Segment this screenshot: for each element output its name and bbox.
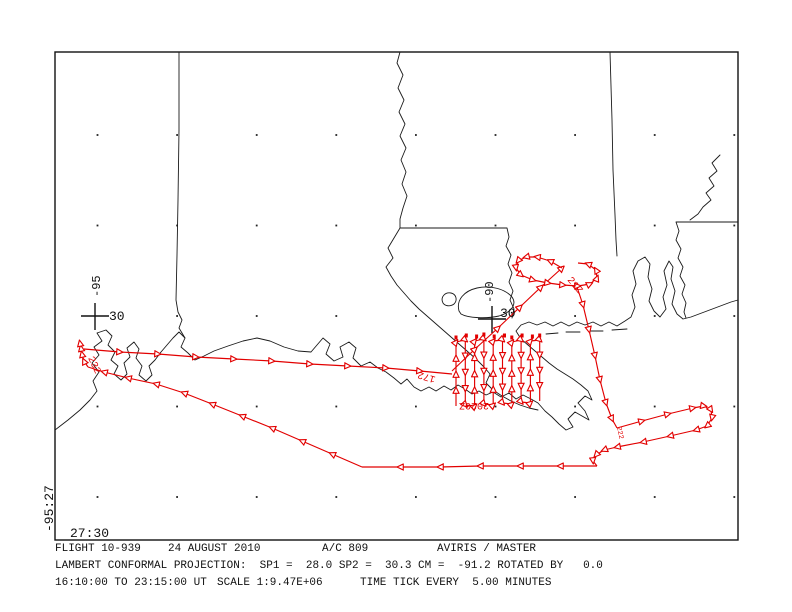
time-range: 16:10:00 TO 23:15:00 UT: [55, 577, 207, 589]
track-racetrack-pattern: [593, 406, 712, 467]
corner-latitude-label: 27:30: [70, 526, 109, 541]
lon-minus95-label: -95: [90, 275, 104, 297]
corner-longitude-label: -95:27: [42, 485, 57, 532]
louisiana-mississippi-border: [399, 227, 515, 319]
track-landing-segment: [80, 343, 88, 368]
lake-maurepas: [441, 292, 457, 307]
aircraft-id: A/C 809: [322, 543, 369, 555]
sensor-name: AVIRIS / MASTER: [437, 543, 537, 555]
barrier-islands: [545, 328, 628, 335]
flight-number: FLIGHT 10-939: [55, 543, 141, 555]
time-label-172: 172: [417, 368, 437, 384]
track-survey-pattern: [456, 339, 540, 406]
scale-info: SCALE 1:9.47E+06: [217, 577, 323, 589]
track-turn-loop: [516, 257, 597, 286]
track-outbound-east-leg: [83, 349, 453, 375]
gulf-coastline: [54, 256, 739, 431]
track-northwest-return-leg: [87, 366, 363, 468]
mississippi-alabama-border: [609, 51, 618, 257]
time-tick-info: TIME TICK EVERY 5.00 MINUTES: [360, 577, 552, 589]
lon-minus90-label: -90: [483, 281, 497, 303]
survey-run-marks: [454, 332, 542, 340]
time-label-222: 222: [614, 426, 624, 440]
flight-date: 24 AUGUST 2010: [168, 543, 261, 555]
time-label-2020z: 2020Z: [459, 399, 489, 410]
texas-louisiana-border: [175, 51, 186, 339]
track-westbound-return-leg: [362, 466, 597, 467]
alabama-river: [689, 154, 721, 221]
mississippi-river: [385, 51, 539, 411]
time-label-21z: 21Z: [564, 276, 584, 297]
graticule-cross-95w-30n: [81, 303, 109, 330]
lat-30-label-east: 30: [500, 306, 516, 321]
track-southeast-leg: [576, 286, 618, 429]
map-frame: [54, 51, 739, 541]
lat-30-label-west: 30: [109, 309, 125, 324]
projection-info: LAMBERT CONFORMAL PROJECTION: SP1 = 28.0…: [55, 560, 603, 572]
alabama-florida-border: [675, 221, 739, 319]
graticule-dots: [96, 134, 736, 498]
